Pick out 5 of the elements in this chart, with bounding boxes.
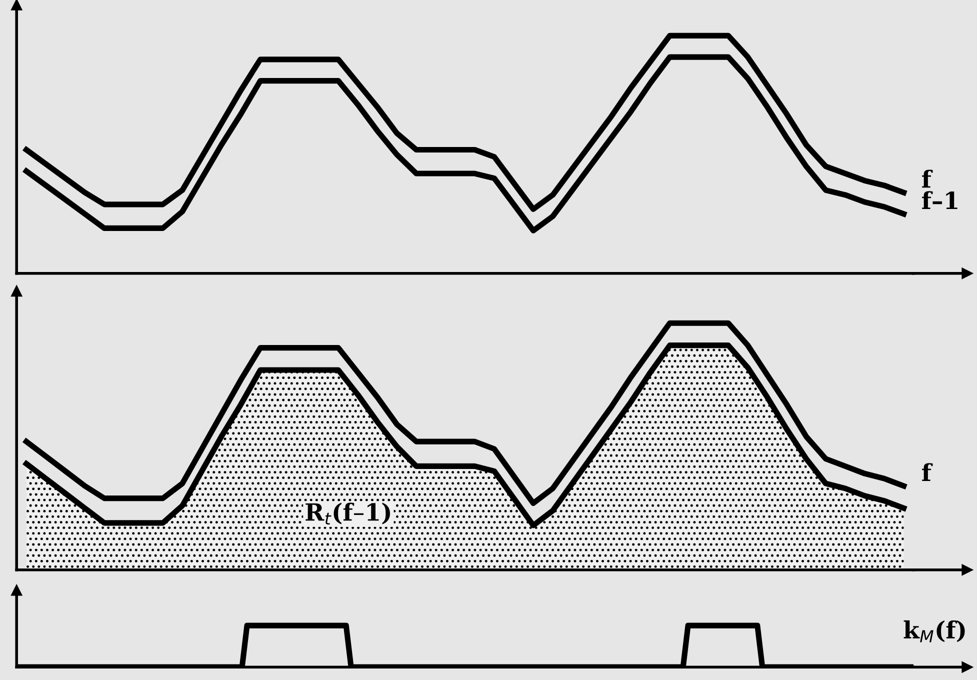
series-label: f–1 — [922, 191, 958, 210]
annotation: R$_{t}$(f–1) — [306, 502, 390, 524]
series-label: f — [922, 170, 933, 188]
series-label: k$_{M}$(f) — [904, 620, 965, 642]
series-label: f — [922, 463, 933, 482]
